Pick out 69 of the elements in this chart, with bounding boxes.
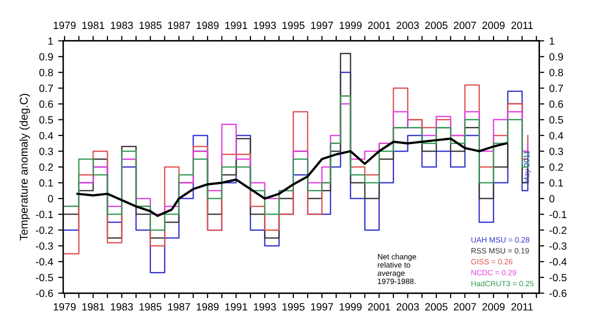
x2-tick-label: 1987 xyxy=(168,22,190,30)
y2-tick-label: 0.1 xyxy=(549,179,563,187)
y2-tick-label: 0.2 xyxy=(549,163,563,171)
y2-tick-label: 0.8 xyxy=(549,68,564,76)
x-tick-label: 2009 xyxy=(482,303,505,311)
x-tick-label: 2011 xyxy=(511,303,533,311)
y-tick-label: 1 xyxy=(48,37,53,45)
y2-tick-label: -0.3 xyxy=(549,242,566,250)
y-tick-label: 0.1 xyxy=(39,179,53,187)
x2-tick-label: 2003 xyxy=(396,22,419,30)
y2-tick-label: 0.7 xyxy=(549,84,563,92)
x2-tick-label: 2011 xyxy=(511,22,533,30)
x-tick-label: 1985 xyxy=(140,303,162,311)
y2-tick-label: 0 xyxy=(549,195,554,202)
x2-tick-label: 1999 xyxy=(340,22,362,30)
x-tick-label: 1983 xyxy=(110,303,133,311)
y-tick-label: -0.1 xyxy=(36,210,53,218)
y-tick-label: 0.5 xyxy=(39,116,53,124)
y-tick-label: 0.9 xyxy=(39,53,53,60)
x-tick-label: 1979 xyxy=(54,303,76,311)
y-tick-label: 0.4 xyxy=(39,132,54,140)
x2-tick-label: 1983 xyxy=(110,22,133,30)
x-tick-label: 1999 xyxy=(340,303,362,311)
x-tick-label: 1993 xyxy=(254,303,276,311)
x2-tick-label: 2001 xyxy=(368,22,390,30)
y-tick-label: 0.7 xyxy=(39,84,53,92)
y-tick-label: 0.2 xyxy=(39,163,53,171)
y2-tick-label: 0.9 xyxy=(549,53,563,60)
y2-tick-label: -0.5 xyxy=(549,274,566,282)
y-tick-label: 0.3 xyxy=(39,148,53,156)
y-axis-title: Temperature anomaly (deg.C) xyxy=(20,94,30,241)
y2-tick-label: -0.4 xyxy=(549,258,567,266)
y2-tick-label: 0.6 xyxy=(549,100,564,108)
y-tick-label: -0.2 xyxy=(36,226,53,234)
x2-tick-label: 1991 xyxy=(225,22,248,30)
x2-tick-label: 2009 xyxy=(482,22,505,30)
x-tick-label: 1989 xyxy=(196,303,219,311)
x-tick-label: 1981 xyxy=(82,303,104,311)
x2-tick-label: 1997 xyxy=(311,22,333,30)
y2-tick-label: 1 xyxy=(550,37,554,45)
x-tick-label: 1995 xyxy=(282,303,304,311)
y-tick-label: -0.6 xyxy=(36,290,53,298)
x2-tick-label: 1985 xyxy=(140,22,162,30)
x-tick-label: 2003 xyxy=(396,303,419,311)
y-tick-label: 0 xyxy=(48,195,53,202)
x-tick-label: 1987 xyxy=(168,303,190,311)
y-tick-label: 0.8 xyxy=(39,68,53,76)
y2-tick-label: -0.1 xyxy=(549,210,566,218)
y2-tick-label: 0.4 xyxy=(549,132,564,140)
x2-tick-label: 1995 xyxy=(282,22,304,30)
y2-tick-label: 0.5 xyxy=(549,116,564,124)
y-tick-label: -0.4 xyxy=(36,258,54,266)
x-tick-label: 2007 xyxy=(454,303,476,311)
y-tick-label: -0.5 xyxy=(36,274,53,282)
x2-tick-label: 1981 xyxy=(82,22,104,30)
y2-tick-label: -0.2 xyxy=(549,226,566,234)
x2-tick-label: 1989 xyxy=(196,22,219,30)
y-tick-label: -0.3 xyxy=(36,242,53,250)
x-tick-label: 1997 xyxy=(311,303,333,311)
x-tick-label: 2005 xyxy=(425,303,448,311)
x2-tick-label: 1979 xyxy=(54,22,76,30)
y2-tick-label: 0.3 xyxy=(549,148,564,156)
x2-tick-label: 1993 xyxy=(254,22,276,30)
x-tick-label: 2001 xyxy=(368,303,390,311)
x2-tick-label: 2005 xyxy=(425,22,448,30)
y-tick-label: 0.6 xyxy=(39,100,53,108)
x2-tick-label: 2007 xyxy=(454,22,476,30)
x-tick-label: 1991 xyxy=(225,303,248,311)
y2-tick-label: -0.6 xyxy=(549,290,566,298)
